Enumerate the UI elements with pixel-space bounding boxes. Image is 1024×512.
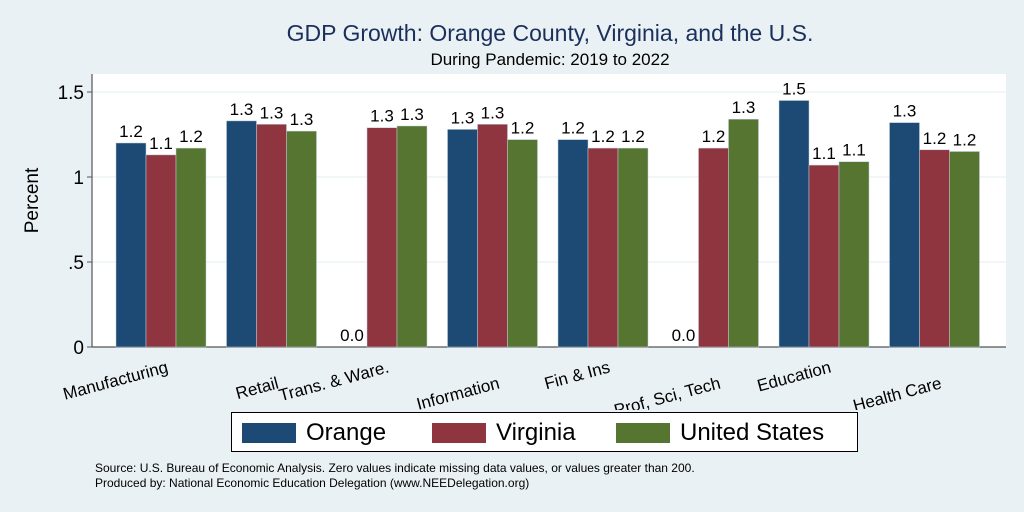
- data-label: 1.2: [702, 127, 726, 146]
- bar: [838, 161, 870, 348]
- produced-by-note: Produced by: National Economic Education…: [95, 476, 530, 490]
- y-tick-label: 1: [73, 168, 84, 189]
- bar: [698, 147, 729, 348]
- data-label: 1.3: [732, 98, 756, 117]
- legend-item-united-states: United States: [616, 419, 824, 447]
- bar: [507, 139, 538, 348]
- bar: [396, 125, 428, 348]
- data-label: 1.1: [812, 144, 836, 163]
- chart-title: GDP Growth: Orange County, Virginia, and…: [286, 20, 814, 46]
- legend-swatch-virginia: [432, 423, 486, 443]
- chart-subtitle: During Pandemic: 2019 to 2022: [430, 50, 670, 69]
- legend-swatch-united-states: [616, 423, 670, 443]
- legend-swatch-orange: [242, 423, 296, 443]
- data-label: 1.2: [179, 127, 203, 146]
- bar: [949, 151, 980, 348]
- data-label: 1.2: [511, 119, 535, 138]
- legend-item-orange: Orange: [242, 419, 386, 447]
- data-label: 1.2: [923, 129, 947, 148]
- data-label: 1.3: [400, 105, 424, 124]
- y-tick-label: 0: [73, 338, 84, 359]
- bar: [366, 127, 398, 348]
- y-tick-label: 1.5: [58, 83, 84, 104]
- y-tick-label: .5: [68, 253, 84, 274]
- x-tick-label: Trans. & Ware.: [277, 358, 391, 406]
- bar: [447, 129, 478, 348]
- x-tick-label: Prof, Sci, Tech: [612, 374, 722, 410]
- data-label: 1.3: [451, 108, 475, 127]
- data-label: 1.2: [621, 127, 645, 146]
- bar-chart: 0 .5 1 1.5 Percent 1.2 1.1 1.2 Manufacturing 1.3 1…: [22, 74, 1006, 410]
- legend-label-united-states: United States: [680, 419, 825, 446]
- data-label: 1.2: [561, 119, 585, 138]
- legend-item-virginia: Virginia: [432, 419, 576, 447]
- source-note: Source: U.S. Bureau of Economic Analysis…: [95, 461, 695, 475]
- x-tick-label: Education: [755, 358, 833, 396]
- x-tick-label: Fin & Ins: [542, 358, 612, 394]
- data-label: 1.3: [230, 100, 254, 119]
- x-tick-label: Manufacturing: [61, 358, 170, 404]
- x-tick-label: Information: [414, 374, 501, 410]
- bar: [557, 139, 589, 348]
- x-tick-label: Health Care: [851, 374, 944, 410]
- bar: [808, 164, 840, 348]
- bar: [477, 124, 508, 348]
- legend-label-virginia: Virginia: [496, 419, 576, 446]
- data-label: 0.0: [340, 326, 364, 345]
- data-label: 1.2: [953, 131, 977, 150]
- bar: [226, 120, 257, 348]
- bar: [889, 122, 920, 348]
- bar: [617, 147, 649, 348]
- bar: [115, 142, 147, 348]
- bar: [175, 147, 207, 348]
- data-label: 1.3: [893, 102, 917, 121]
- data-label: 0.0: [672, 326, 696, 345]
- data-label: 1.2: [119, 122, 143, 141]
- bar: [286, 130, 317, 348]
- bar: [778, 100, 810, 348]
- data-label: 1.3: [370, 107, 394, 126]
- data-label: 1.1: [149, 134, 173, 153]
- data-label: 1.3: [260, 103, 284, 122]
- legend: Orange Virginia United States: [231, 412, 858, 452]
- legend-label-orange: Orange: [306, 419, 387, 446]
- bar: [587, 147, 619, 348]
- bar: [728, 118, 759, 348]
- data-label: 1.3: [481, 103, 505, 122]
- data-label: 1.3: [290, 110, 314, 129]
- data-label: 1.2: [591, 127, 615, 146]
- y-axis-label: Percent: [22, 167, 43, 233]
- bar: [256, 124, 287, 348]
- bar: [145, 154, 177, 348]
- data-label: 1.5: [782, 80, 806, 99]
- data-label: 1.1: [842, 141, 866, 160]
- bar: [919, 149, 950, 348]
- x-tick-label: Retail: [234, 374, 281, 404]
